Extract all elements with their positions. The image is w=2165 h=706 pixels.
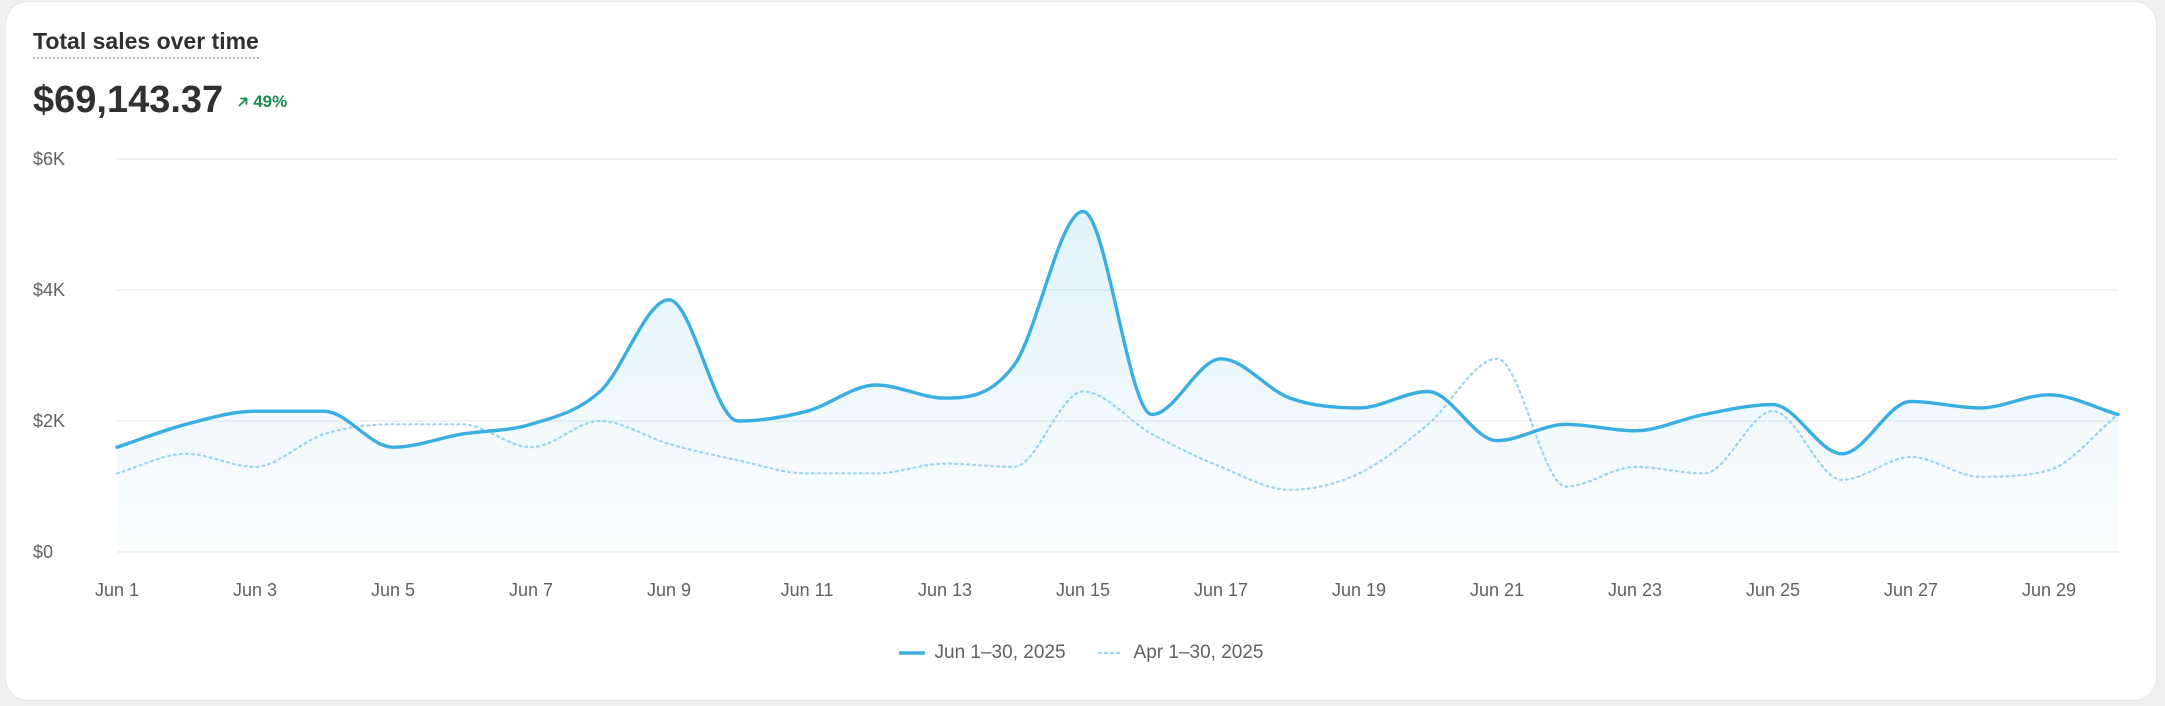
total-row: $69,143.37 49% bbox=[33, 78, 287, 122]
x-tick-label: Jun 29 bbox=[2022, 580, 2076, 600]
x-tick-label: Jun 3 bbox=[233, 580, 277, 600]
x-tick-label: Jun 11 bbox=[781, 580, 834, 600]
y-tick-label: $6K bbox=[33, 149, 65, 169]
current-series-line[interactable] bbox=[115, 209, 2120, 456]
comparison-series-line[interactable] bbox=[115, 357, 2120, 491]
legend-label-current: Jun 1–30, 2025 bbox=[934, 642, 1066, 663]
x-tick-label: Jun 5 bbox=[371, 580, 415, 600]
x-tick-label: Jun 27 bbox=[1884, 580, 1938, 600]
y-tick-label: $4K bbox=[33, 280, 65, 300]
legend-item-comparison[interactable]: Apr 1–30, 2025 bbox=[1097, 642, 1264, 664]
dotted-line-swatch-icon bbox=[1097, 651, 1124, 655]
total-sales-value: $69,143.37 bbox=[33, 79, 224, 121]
x-tick-label: Jun 19 bbox=[1332, 580, 1386, 600]
x-tick-label: Jun 21 bbox=[1470, 580, 1524, 600]
chart-legend: Jun 1–30, 2025 Apr 1–30, 2025 bbox=[6, 642, 2156, 664]
x-tick-label: Jun 15 bbox=[1056, 580, 1110, 600]
arrow-up-right-icon bbox=[238, 97, 248, 107]
card-title[interactable]: Total sales over time bbox=[33, 28, 259, 59]
x-axis-ticks: Jun 1 Jun 3 Jun 5 Jun 7 Jun 9 Jun 11 Jun 13 Jun… bbox=[95, 580, 2076, 600]
current-series-area bbox=[117, 211, 2118, 552]
sales-card: Total sales over time $69,143.37 49% $0 $… bbox=[6, 2, 2156, 700]
solid-line-swatch-icon bbox=[898, 651, 925, 655]
x-tick-label: Jun 25 bbox=[1746, 580, 1800, 600]
change-percent: 49% bbox=[253, 92, 288, 111]
x-tick-label: Jun 13 bbox=[918, 580, 972, 600]
x-tick-label: Jun 1 bbox=[95, 580, 139, 600]
legend-label-comparison: Apr 1–30, 2025 bbox=[1133, 642, 1264, 663]
y-tick-label: $0 bbox=[33, 542, 53, 562]
change-badge: 49% bbox=[237, 92, 287, 112]
x-tick-label: Jun 23 bbox=[1608, 580, 1662, 600]
legend-item-current[interactable]: Jun 1–30, 2025 bbox=[898, 642, 1066, 664]
y-tick-label: $2K bbox=[33, 411, 65, 431]
x-tick-label: Jun 9 bbox=[647, 580, 691, 600]
x-tick-label: Jun 7 bbox=[509, 580, 553, 600]
y-axis-ticks: $0 $2K $4K $6K bbox=[33, 149, 65, 562]
sales-chart[interactable]: $0$2K$4K$6K Jun 1 Jun 3 Jun 5 Jun 7 Jun 9 Jun… bbox=[6, 2, 2156, 632]
x-tick-label: Jun 17 bbox=[1194, 580, 1248, 600]
